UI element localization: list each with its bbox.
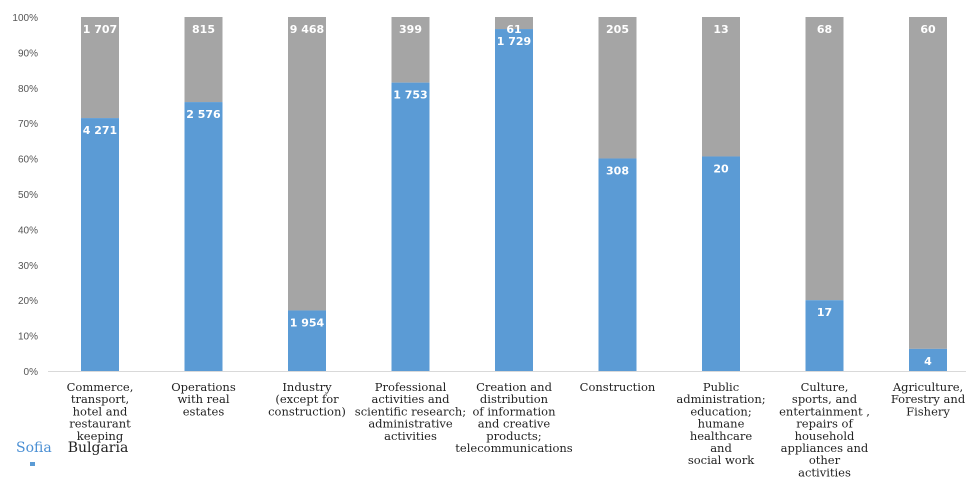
data-label-bulgaria: 61 bbox=[506, 23, 521, 36]
x-category-label: Industry (except for construction) bbox=[268, 380, 346, 418]
data-label-bulgaria: 68 bbox=[817, 23, 832, 36]
data-label-bulgaria: 1 707 bbox=[83, 23, 117, 36]
x-category-label: Creation and distribution of information an… bbox=[455, 380, 573, 455]
y-tick-label: 80% bbox=[18, 84, 38, 95]
bar-segment-sofia bbox=[81, 118, 119, 371]
data-label-bulgaria: 9 468 bbox=[290, 23, 324, 36]
data-label-bulgaria: 815 bbox=[192, 23, 215, 36]
y-tick-label: 20% bbox=[18, 296, 38, 307]
bar-segment-bulgaria bbox=[288, 17, 326, 311]
y-tick-label: 90% bbox=[18, 48, 38, 59]
data-label-sofia: 308 bbox=[606, 164, 629, 177]
data-label-sofia: 20 bbox=[713, 162, 729, 175]
x-category-label: Commerce, transport, hotel and restaurant ke… bbox=[67, 380, 134, 443]
bar-segment-sofia bbox=[391, 82, 430, 371]
data-label-bulgaria: 205 bbox=[606, 23, 629, 36]
bar-segment-bulgaria bbox=[391, 17, 430, 83]
bar-segment-bulgaria bbox=[598, 17, 637, 159]
y-tick-label: 70% bbox=[18, 119, 38, 130]
bar-segment-bulgaria bbox=[81, 17, 119, 119]
bar-segment-sofia bbox=[702, 156, 740, 371]
data-label-bulgaria: 399 bbox=[399, 23, 422, 36]
data-label-bulgaria: 13 bbox=[713, 23, 728, 36]
data-label-sofia: 1 954 bbox=[290, 316, 325, 329]
legend-label-bulgaria: Bulgaria bbox=[67, 440, 129, 456]
x-category-label: Professional activities and scientific res… bbox=[355, 380, 466, 443]
bar-segment-bulgaria bbox=[702, 17, 740, 157]
bar-segment-sofia bbox=[288, 310, 326, 371]
x-category-label: Public administration; education; humane hea… bbox=[676, 380, 765, 467]
data-label-sofia: 2 576 bbox=[186, 108, 221, 121]
bar-segment-bulgaria bbox=[909, 17, 947, 349]
data-label-sofia: 4 bbox=[924, 355, 932, 368]
data-label-sofia: 17 bbox=[817, 306, 832, 319]
y-tick-label: 100% bbox=[12, 13, 38, 24]
y-tick-label: 50% bbox=[18, 190, 38, 201]
data-label-sofia: 4 271 bbox=[83, 124, 117, 137]
bar-segment-bulgaria bbox=[805, 17, 844, 301]
bar-segment-sofia bbox=[909, 348, 947, 371]
y-tick-label: 30% bbox=[18, 261, 38, 272]
bar-segment-sofia bbox=[805, 300, 844, 371]
y-tick-label: 40% bbox=[18, 225, 38, 236]
legend-swatch-sofia bbox=[30, 462, 35, 466]
data-label-sofia: 1 729 bbox=[497, 35, 531, 48]
y-tick-label: 60% bbox=[18, 155, 38, 166]
bar-segment-bulgaria bbox=[184, 17, 223, 103]
bar-segment-sofia bbox=[184, 102, 223, 371]
legend: Sofia Bulgaria bbox=[16, 440, 128, 456]
x-category-label: Agriculture, Forestry and Fishery bbox=[891, 380, 966, 418]
y-tick-label: 0% bbox=[24, 367, 39, 378]
y-tick-label: 10% bbox=[18, 332, 38, 343]
x-category-label: Operations with real estates bbox=[171, 380, 236, 418]
x-category-label: Culture, sports, and entertainment , repair… bbox=[779, 380, 870, 479]
legend-label-sofia: Sofia bbox=[16, 440, 52, 456]
bar-segment-sofia bbox=[495, 29, 533, 371]
data-label-bulgaria: 60 bbox=[920, 23, 936, 36]
bar-segment-sofia bbox=[598, 158, 637, 371]
bar-segment-bulgaria bbox=[495, 17, 533, 30]
data-label-sofia: 1 753 bbox=[393, 89, 427, 102]
x-category-label: Construction bbox=[580, 380, 656, 394]
